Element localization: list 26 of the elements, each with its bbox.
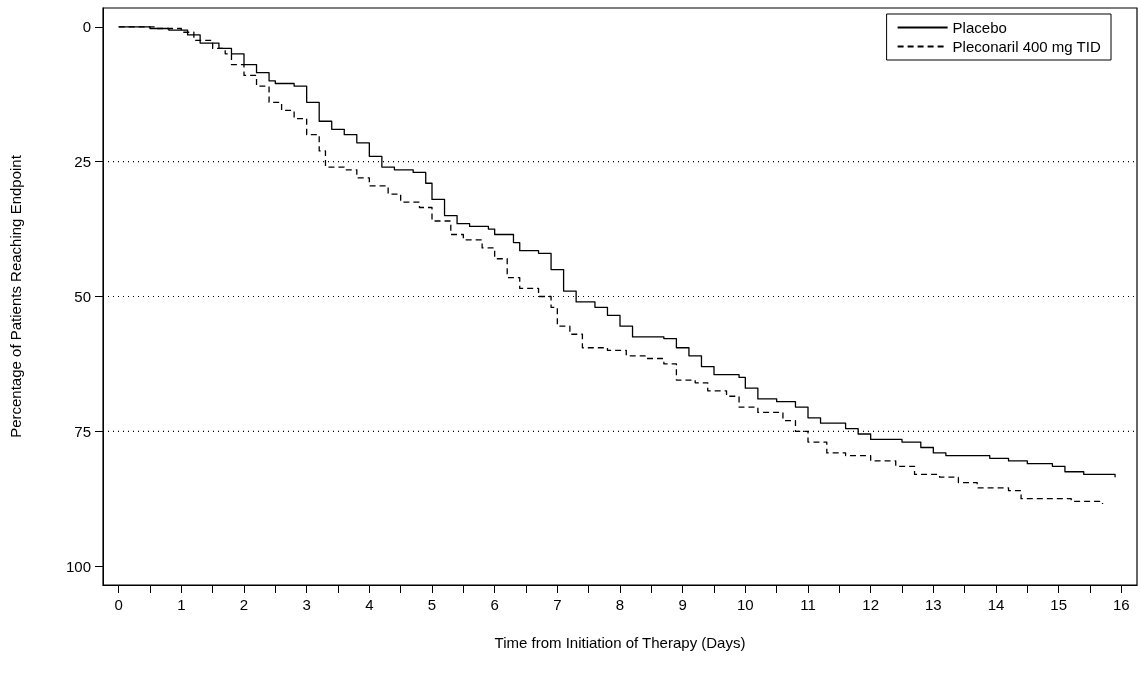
x-tick-label: 0 <box>114 596 123 613</box>
x-tick-label: 5 <box>427 596 437 613</box>
x-axis-title: Time from Initiation of Therapy (Days) <box>494 634 746 651</box>
legend-label: Placebo <box>952 19 1007 36</box>
y-axis-title: Percentage of Patients Reaching Endpoint <box>7 154 24 438</box>
x-tick-label: 9 <box>678 596 687 613</box>
x-tick-label: 6 <box>490 596 499 613</box>
y-tick-label: 75 <box>74 422 91 440</box>
legend-label: Pleconaril 400 mg TID <box>952 38 1101 55</box>
x-tick-label: 4 <box>365 596 374 613</box>
x-tick-label: 1 <box>177 596 186 613</box>
y-tick-label: 100 <box>65 557 91 575</box>
x-tick-label: 16 <box>1112 596 1130 613</box>
y-tick-label: 25 <box>74 153 91 171</box>
x-tick-label: 3 <box>302 596 311 613</box>
x-tick-label: 15 <box>1050 596 1068 613</box>
x-tick-label: 13 <box>924 596 942 613</box>
x-tick-label: 14 <box>987 596 1005 613</box>
x-tick-label: 10 <box>736 596 754 613</box>
x-tick-label: 7 <box>553 596 562 613</box>
x-tick-label: 2 <box>239 596 249 613</box>
x-tick-label: 11 <box>800 596 816 613</box>
x-tick-label: 12 <box>862 596 880 613</box>
y-tick-label: 0 <box>82 18 91 36</box>
x-tick-label: 8 <box>615 596 625 613</box>
y-tick-label: 50 <box>74 288 91 305</box>
